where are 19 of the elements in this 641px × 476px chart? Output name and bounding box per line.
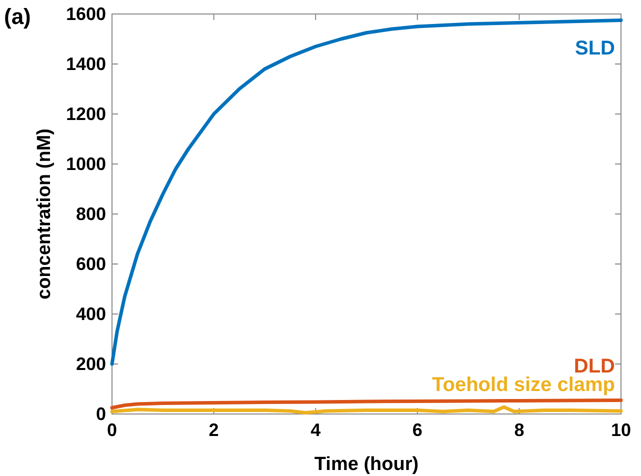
y-tick-label: 0 xyxy=(96,404,106,424)
y-tick-label: 1400 xyxy=(66,54,106,74)
y-tick-label: 200 xyxy=(76,354,106,374)
x-tick-label: 4 xyxy=(310,420,321,440)
x-tick-label: 2 xyxy=(208,420,219,440)
series-label: SLD xyxy=(575,37,615,60)
x-tick-label: 8 xyxy=(514,420,524,440)
x-tick-label: 10 xyxy=(610,420,632,440)
text: (a) xyxy=(4,4,31,29)
x-tick-label: 6 xyxy=(412,420,422,440)
y-tick-label: 600 xyxy=(76,254,106,274)
y-tick-label: 1000 xyxy=(66,154,106,174)
y-tick-label: 800 xyxy=(76,204,106,224)
y-tick-label: 400 xyxy=(76,304,106,324)
y-tick-label: 1600 xyxy=(66,4,106,24)
y-tick-label: 1200 xyxy=(66,104,106,124)
line-series xyxy=(110,398,623,410)
x-axis-title: Time (hour) xyxy=(314,454,419,475)
y-axis-title: concentration (nM) xyxy=(34,128,55,300)
